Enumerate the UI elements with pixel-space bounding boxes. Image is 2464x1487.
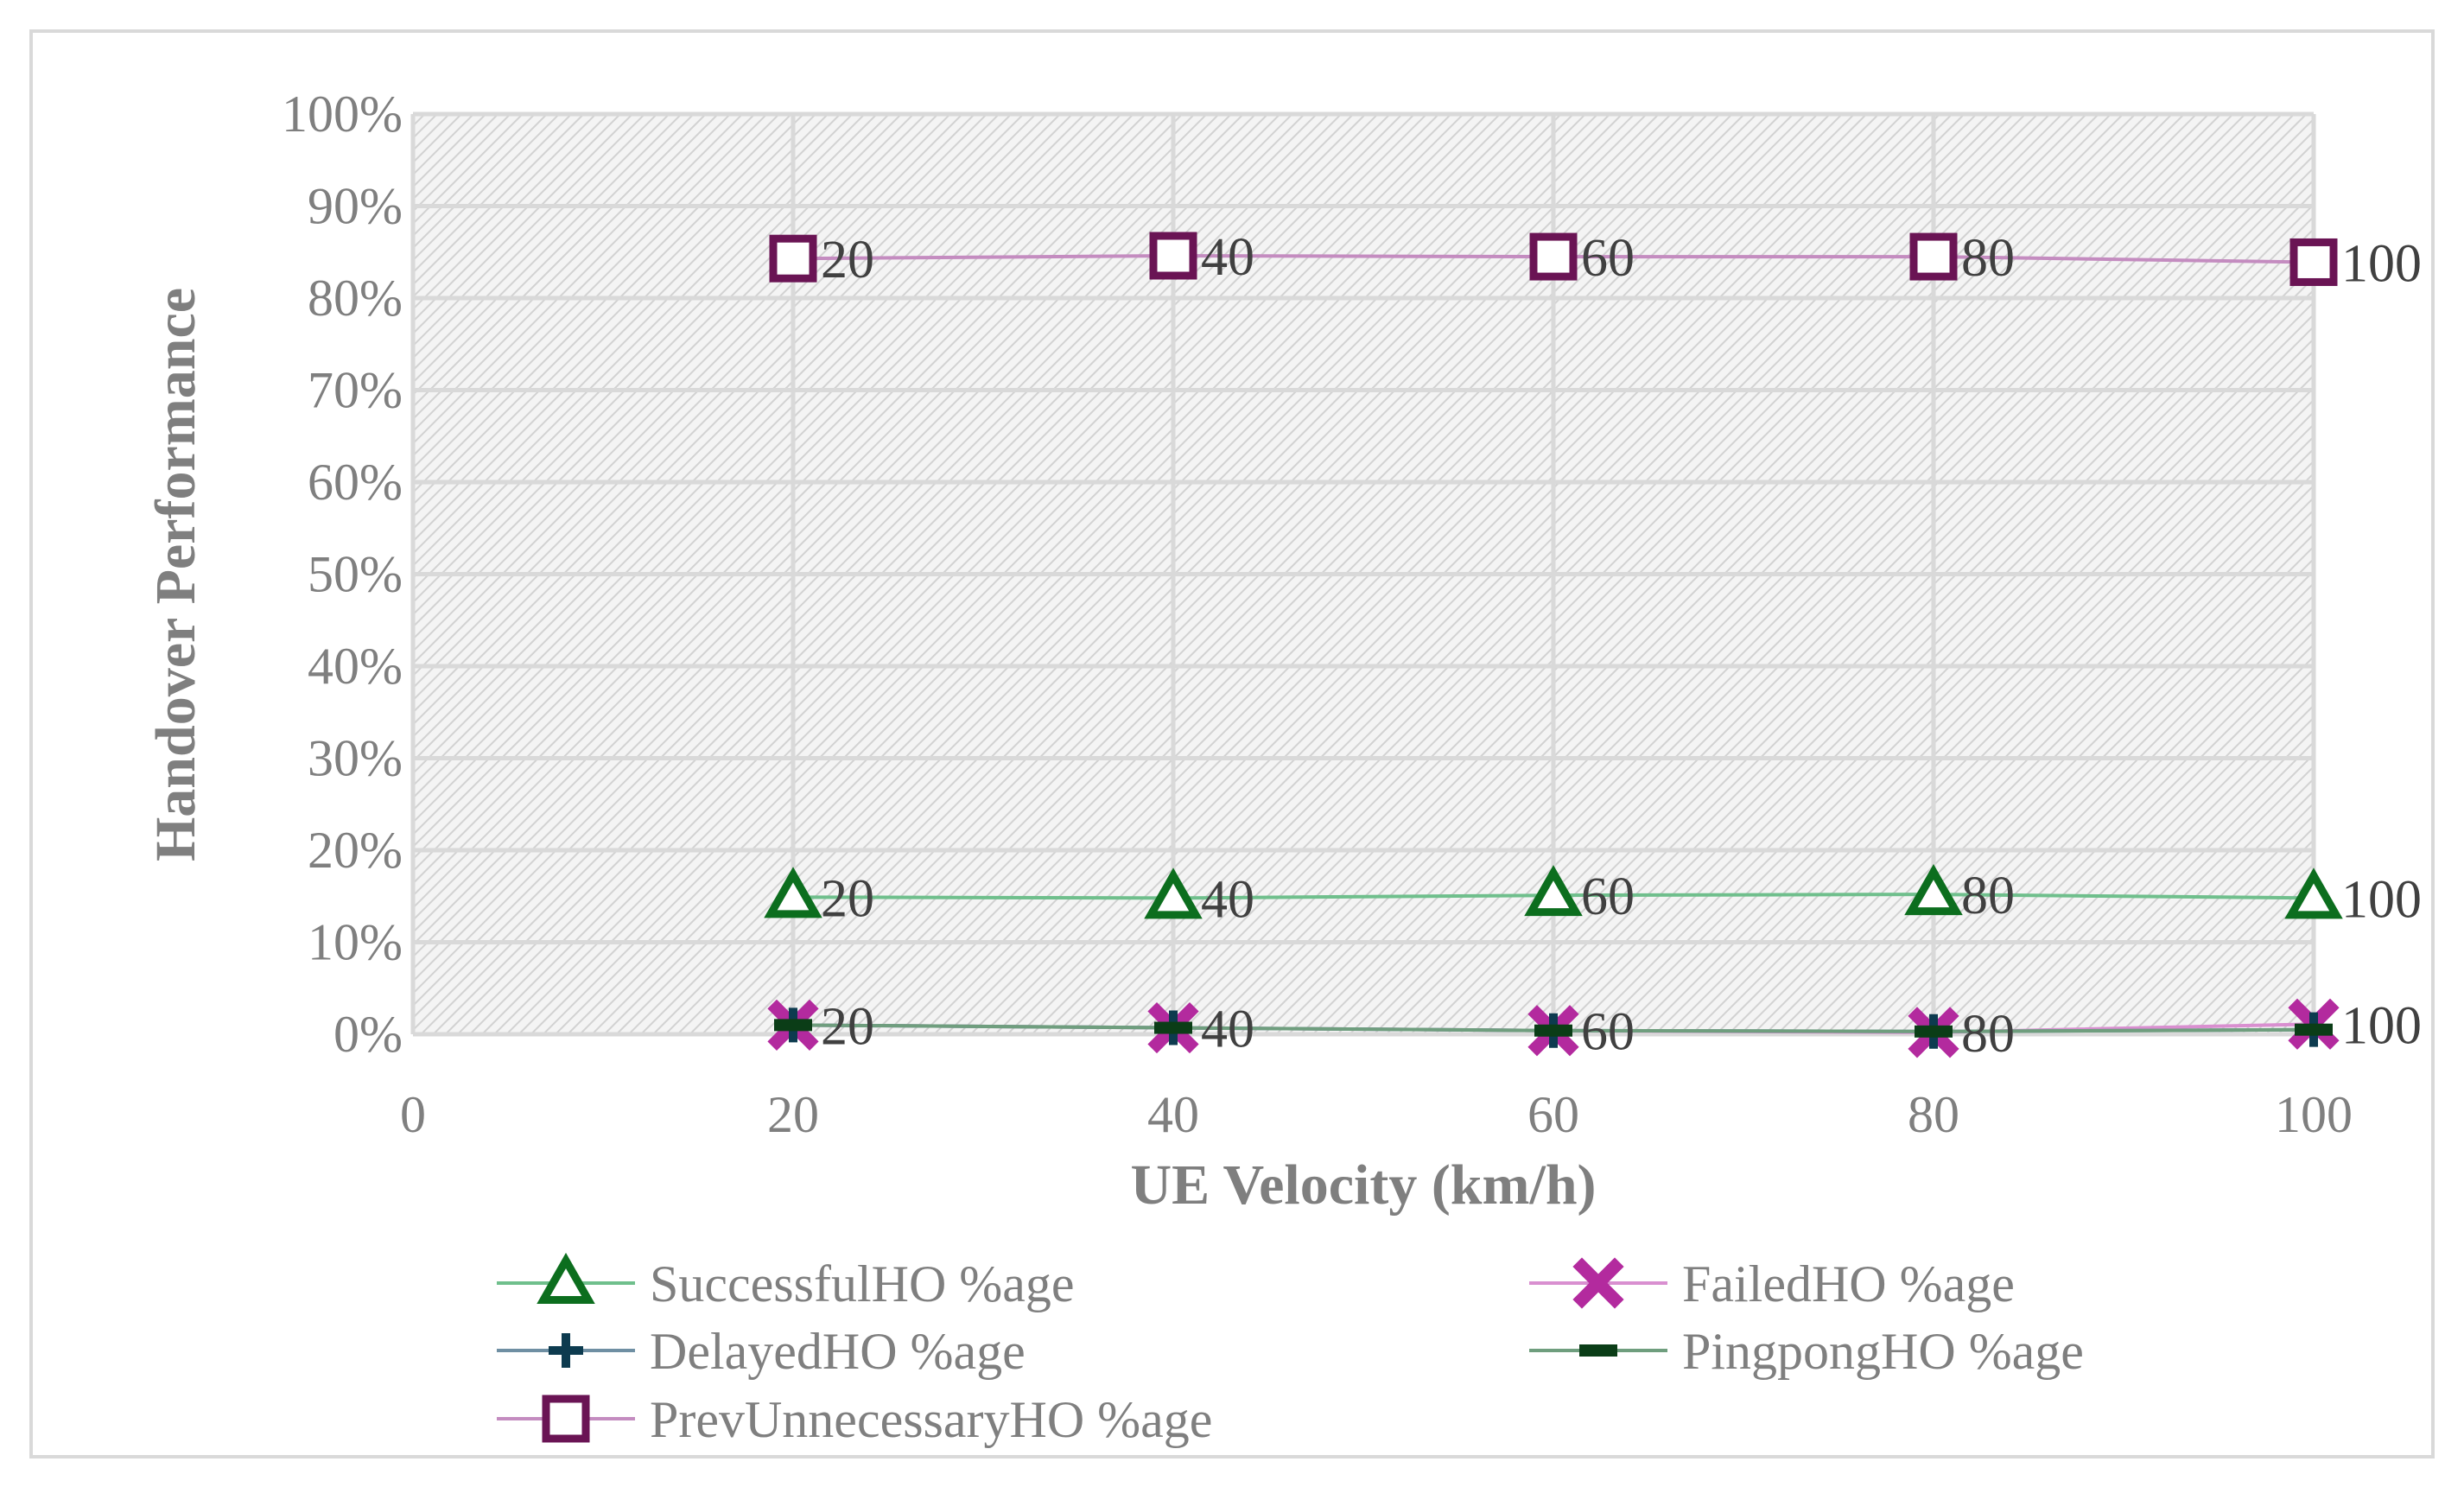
gridlines — [410, 111, 2316, 1037]
data-point — [1534, 1024, 1572, 1037]
legend: SuccessfulHO %age FailedHO %age DelayedHO … — [497, 1252, 2084, 1448]
series-4 — [774, 1019, 2333, 1038]
data-label: 20 — [821, 869, 874, 928]
data-label: 100 — [2341, 234, 2422, 293]
y-axis-title: Handover Performance — [144, 288, 207, 861]
legend-marker — [1572, 1257, 1624, 1309]
data-label: 100 — [2341, 996, 2422, 1055]
series-5 — [769, 232, 2338, 286]
data-point — [1904, 864, 1963, 916]
data-label: 100 — [2341, 870, 2422, 929]
legend-item: SuccessfulHO %age — [497, 1252, 1075, 1312]
data-labels: 20 40 60 80 100 20 40 60 80 100 20 40 60 80 100 — [821, 228, 2422, 1064]
data-point — [764, 867, 822, 918]
y-tick-label: 0% — [333, 1006, 403, 1063]
legend-item: PrevUnnecessaryHO %age — [497, 1391, 1212, 1448]
data-point — [1909, 232, 1958, 281]
data-label: 40 — [1201, 1001, 1254, 1059]
x-axis-title: UE Velocity (km/h) — [1130, 1153, 1596, 1217]
legend-marker — [1579, 1344, 1617, 1357]
data-point — [774, 1019, 812, 1032]
legend-label: SuccessfulHO %age — [650, 1255, 1075, 1312]
data-label: 80 — [1961, 229, 2015, 288]
data-point — [2289, 238, 2338, 286]
data-point — [2284, 867, 2343, 919]
x-tick-label: 100 — [2275, 1086, 2353, 1143]
data-label: 80 — [1961, 867, 2015, 925]
data-point — [2295, 1023, 2333, 1036]
legend-label: PingpongHO %age — [1682, 1323, 2084, 1380]
data-label: 20 — [821, 231, 874, 289]
data-label: 40 — [1201, 870, 1254, 929]
data-label: 60 — [1581, 229, 1635, 288]
x-tick-label: 60 — [1527, 1086, 1579, 1143]
series-1 — [764, 864, 2343, 919]
data-label: 60 — [1581, 867, 1635, 926]
data-label: 40 — [1201, 228, 1254, 287]
data-point — [1529, 232, 1578, 281]
y-tick-label: 10% — [308, 914, 403, 971]
legend-label: DelayedHO %age — [650, 1323, 1026, 1380]
data-point — [1154, 1021, 1192, 1034]
legend-item: DelayedHO %age — [497, 1323, 1026, 1380]
y-tick-label: 70% — [308, 362, 403, 419]
data-label: 20 — [821, 997, 874, 1056]
legend-item: PingpongHO %age — [1529, 1323, 2084, 1380]
legend-marker — [537, 1252, 595, 1304]
data-point — [1144, 867, 1203, 919]
y-tick-label: 60% — [308, 454, 403, 511]
legend-item: FailedHO %age — [1529, 1255, 2015, 1312]
legend-marker — [549, 1333, 583, 1368]
y-tick-label: 30% — [308, 730, 403, 787]
legend-marker — [542, 1395, 590, 1443]
x-tick-label: 20 — [767, 1086, 819, 1143]
y-tick-label: 80% — [308, 270, 403, 327]
legend-label: FailedHO %age — [1682, 1255, 2015, 1312]
x-tick-label: 80 — [1908, 1086, 1959, 1143]
data-point — [1524, 865, 1583, 917]
y-tick-label: 50% — [308, 546, 403, 603]
x-tick-label: 0 — [400, 1086, 426, 1143]
axes: 0% 10% 20% 30% 40% 50% 60% 70% 80% 90% 100% 0 20 40 60… — [282, 86, 2353, 1143]
data-label: 60 — [1581, 1003, 1635, 1062]
x-tick-label: 40 — [1147, 1086, 1199, 1143]
y-tick-label: 100% — [282, 86, 403, 143]
series-group — [764, 232, 2343, 1058]
data-point — [1915, 1025, 1953, 1038]
legend-label: PrevUnnecessaryHO %age — [650, 1391, 1212, 1448]
data-label: 80 — [1961, 1005, 2015, 1064]
y-tick-label: 40% — [308, 638, 403, 695]
y-tick-label: 20% — [308, 822, 403, 879]
y-tick-label: 90% — [308, 178, 403, 235]
data-point — [769, 234, 817, 283]
data-point — [1149, 232, 1197, 280]
